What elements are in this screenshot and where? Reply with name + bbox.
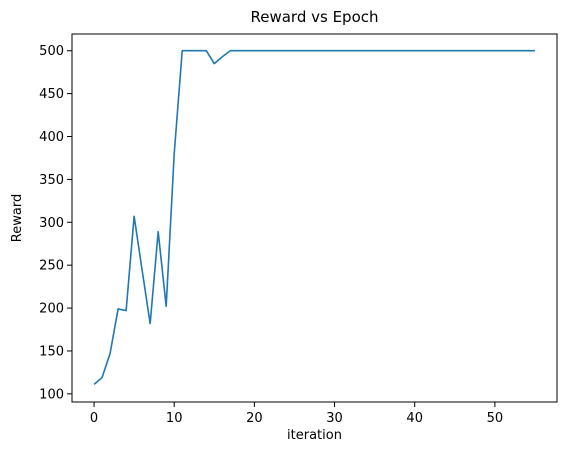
y-tick-label: 300 bbox=[39, 216, 64, 231]
x-tick-label: 20 bbox=[246, 411, 263, 426]
plot-frame bbox=[71, 33, 558, 403]
x-axis-label: iteration bbox=[287, 428, 342, 443]
x-tick-label: 10 bbox=[166, 411, 183, 426]
x-axis-ticks: 0 10 20 30 40 50 bbox=[90, 402, 503, 426]
y-tick-label: 100 bbox=[39, 387, 64, 402]
y-tick-label: 200 bbox=[39, 302, 64, 317]
y-axis-ticks: 100 150 200 250 300 350 400 450 500 bbox=[39, 44, 72, 402]
x-tick-label: 40 bbox=[406, 411, 423, 426]
y-axis-label: Reward bbox=[10, 194, 25, 242]
x-tick-label: 0 bbox=[90, 411, 98, 426]
y-tick-label: 150 bbox=[39, 344, 64, 359]
y-tick-label: 400 bbox=[39, 130, 64, 145]
y-tick-label: 250 bbox=[39, 259, 64, 274]
reward-series-line bbox=[93, 49, 535, 386]
y-tick-label: 450 bbox=[39, 87, 64, 102]
x-tick-label: 50 bbox=[487, 411, 504, 426]
y-tick-label: 350 bbox=[39, 173, 64, 188]
x-tick-label: 30 bbox=[326, 411, 343, 426]
chart-title: Reward vs Epoch bbox=[250, 8, 378, 26]
y-tick-label: 500 bbox=[39, 44, 64, 59]
